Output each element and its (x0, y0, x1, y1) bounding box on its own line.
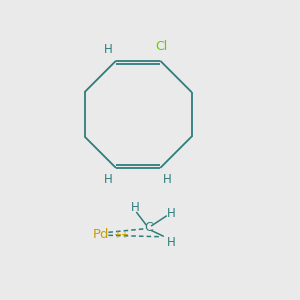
Text: H: H (131, 202, 140, 214)
Text: H: H (167, 207, 175, 220)
Text: H: H (104, 43, 113, 56)
Text: ++: ++ (113, 230, 129, 240)
Text: H: H (163, 173, 172, 186)
Text: C: C (144, 221, 153, 234)
Text: H: H (104, 173, 113, 186)
Text: Cl: Cl (156, 40, 168, 53)
Text: Pd: Pd (93, 228, 109, 241)
Text: H: H (167, 236, 175, 249)
